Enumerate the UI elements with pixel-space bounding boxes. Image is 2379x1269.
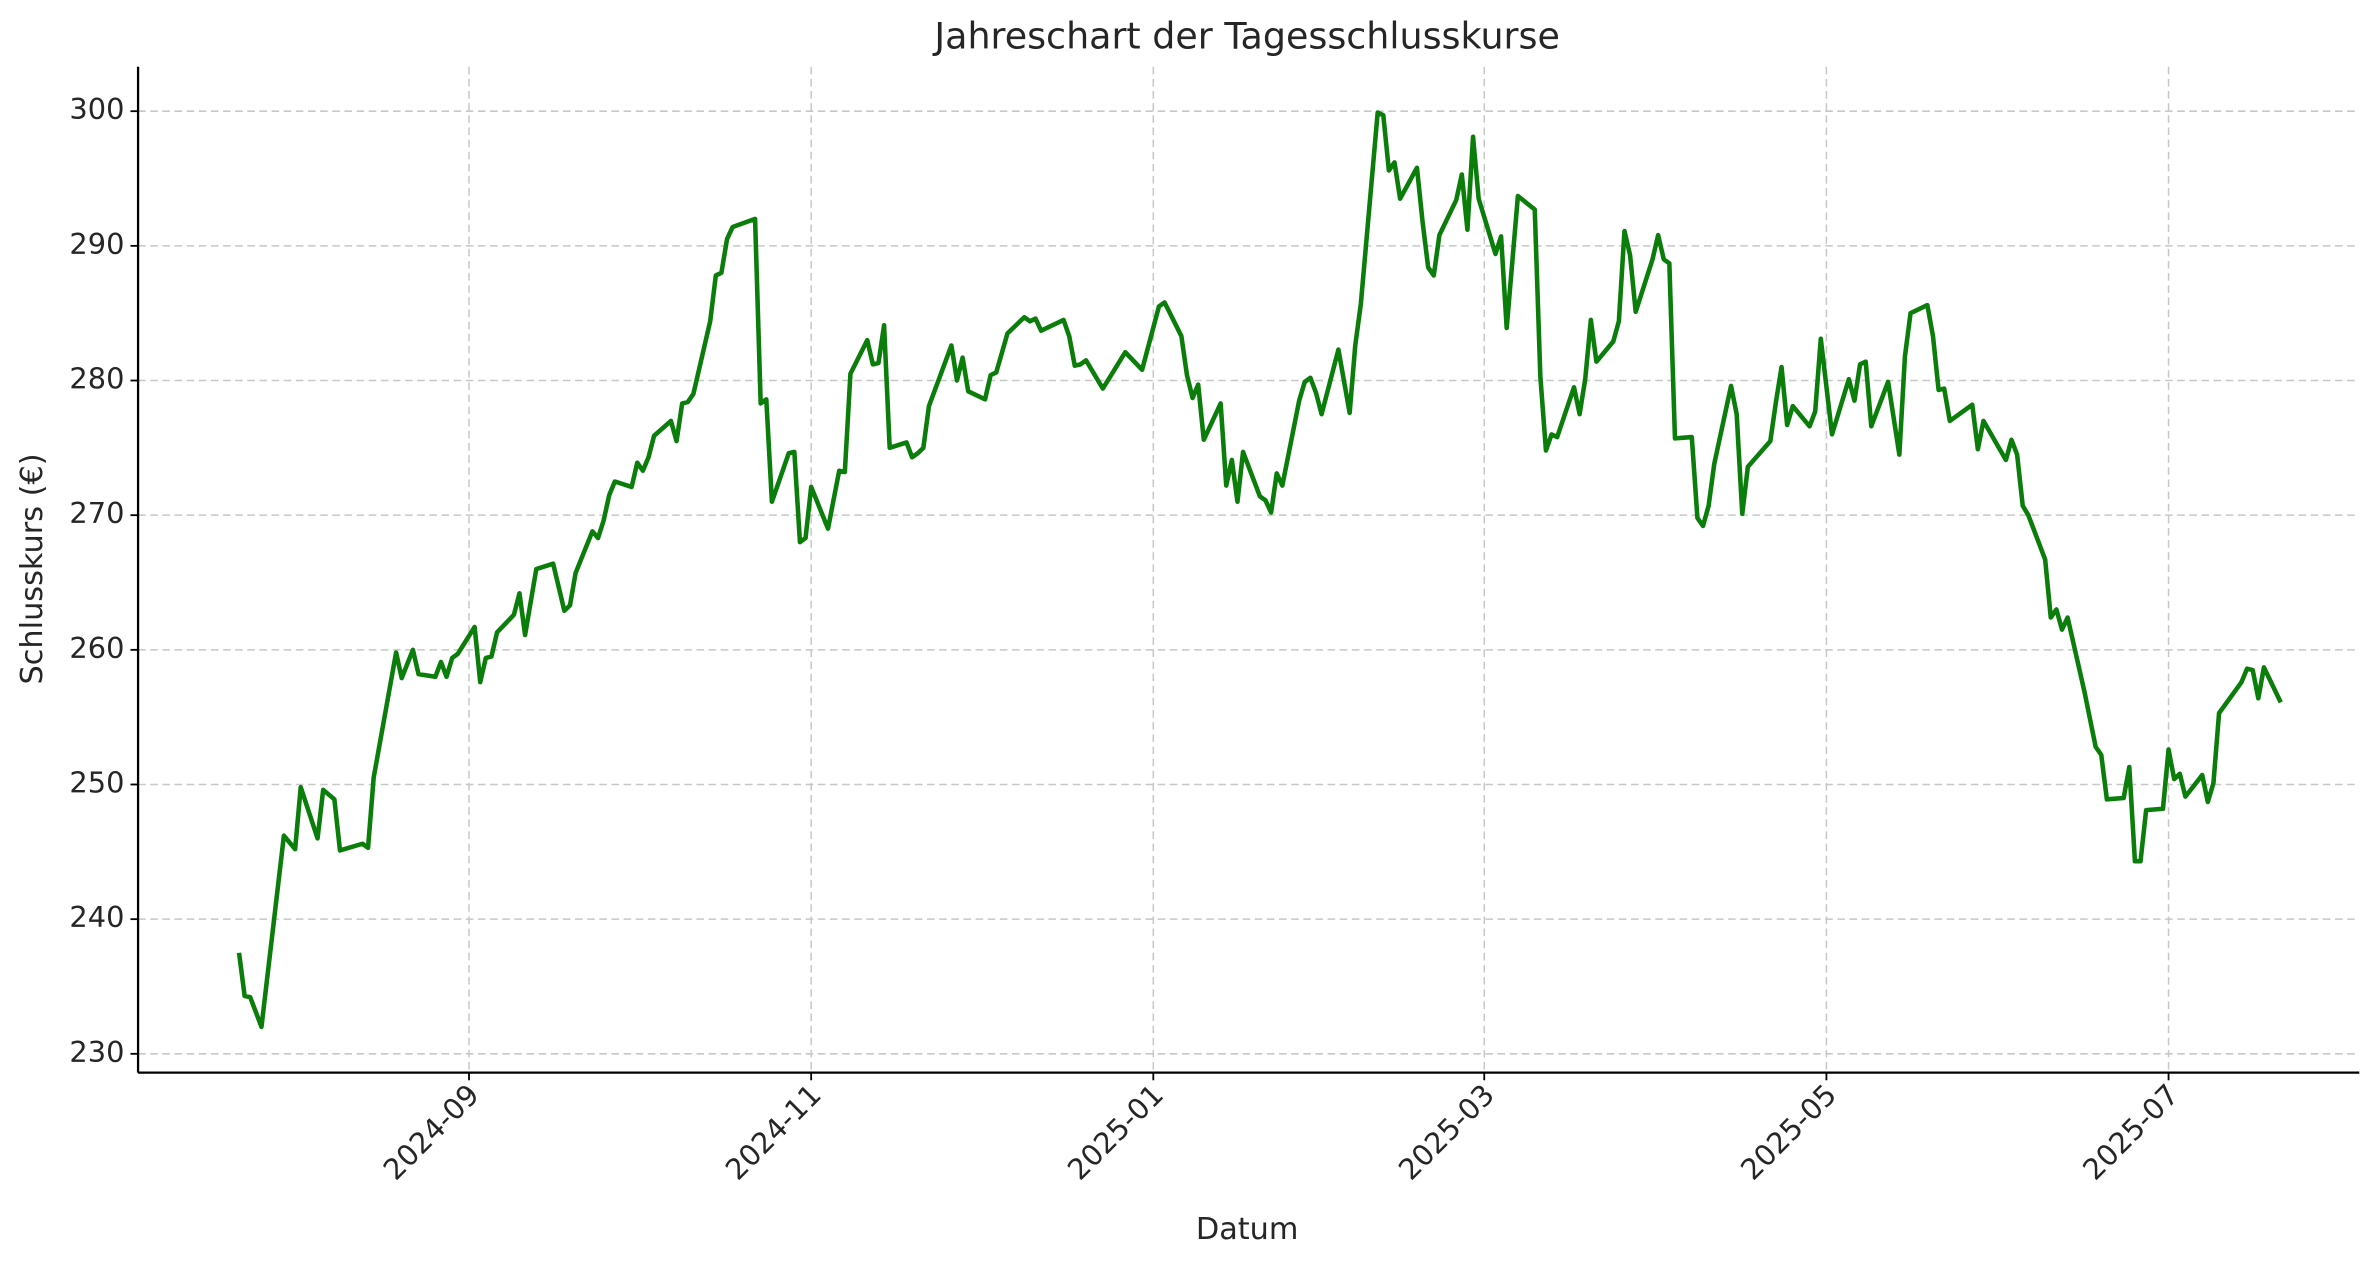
chart-title: Jahreschart der Tagesschlusskurse	[932, 14, 1559, 57]
y-tick-label: 230	[69, 1035, 124, 1069]
x-tick-label: 2025-01	[1061, 1077, 1170, 1186]
y-tick-label: 300	[69, 92, 124, 126]
y-tick-label: 240	[69, 900, 124, 934]
y-tick-label: 280	[69, 362, 124, 396]
x-tick-label: 2025-05	[1734, 1077, 1843, 1186]
y-tick-label: 290	[69, 227, 124, 261]
price-line	[236, 110, 2283, 1030]
y-axis-label: Schlusskurs (€)	[15, 453, 50, 684]
y-tick-label: 260	[69, 631, 124, 665]
x-tick-label: 2024-11	[719, 1077, 828, 1186]
x-tick-label: 2025-03	[1392, 1077, 1501, 1186]
x-axis-label: Datum	[1196, 1212, 1299, 1247]
y-tick-label: 250	[69, 765, 124, 799]
x-tick-label: 2024-09	[377, 1077, 486, 1186]
y-tick-label: 270	[69, 496, 124, 530]
x-tick-label: 2025-07	[2076, 1077, 2185, 1186]
